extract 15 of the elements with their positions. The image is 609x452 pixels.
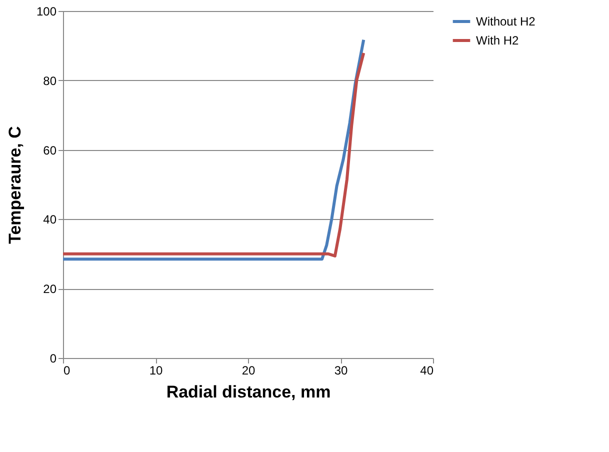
legend-label: With H2: [476, 34, 519, 48]
y-tick-label: 40: [43, 212, 57, 227]
x-axis-title: Radial distance, mm: [166, 382, 331, 402]
x-tick-label: 30: [334, 364, 348, 378]
y-tick-label: 60: [43, 143, 57, 158]
legend-label: Without H2: [476, 14, 536, 28]
x-tick-label: 40: [420, 364, 434, 378]
x-tick-label: 20: [242, 364, 256, 378]
y-tick-label: 20: [43, 282, 57, 296]
y-tick-label: 80: [43, 74, 57, 88]
y-tick-label: 0: [50, 352, 57, 366]
x-tick-label: 10: [149, 364, 163, 378]
x-tick-label: 0: [64, 364, 70, 378]
y-tick-label: 100: [36, 4, 57, 18]
y-axis-title: Temperaure, C: [5, 126, 24, 244]
